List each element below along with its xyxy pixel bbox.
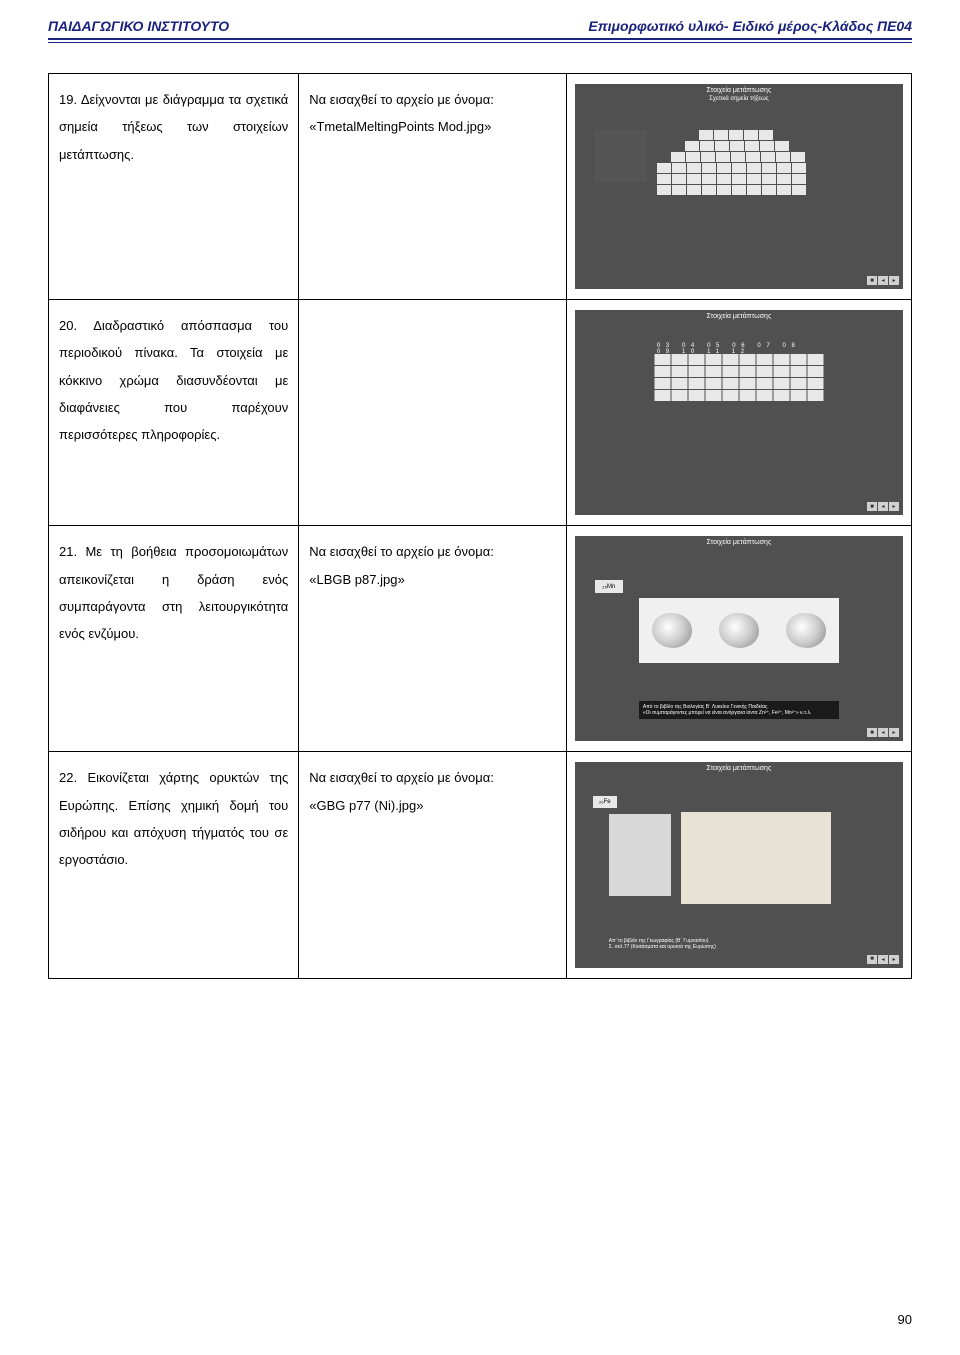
slide-thumbnail: Στοιχεία μετάπτωσης ₂₅Mn Από το βιβλίο τ… xyxy=(575,536,903,741)
nav-stop-icon[interactable]: ■ xyxy=(867,728,877,737)
cell-thumbnail: Στοιχεία μετάπτωσης Σχετικά σημεία τήξεω… xyxy=(566,74,911,300)
thumb-body: 03 04 05 06 07 08 09 10 11 12 xyxy=(575,322,903,515)
table-row: 20. Διαδραστικό απόσπασμα του περιοδικού… xyxy=(49,300,912,526)
europe-minerals-map xyxy=(681,812,831,904)
thumb-body xyxy=(575,102,903,289)
nav-stop-icon[interactable]: ■ xyxy=(867,955,877,964)
periodic-grid xyxy=(654,354,823,401)
page-number: 90 xyxy=(898,1312,912,1327)
slide-thumbnail: Στοιχεία μετάπτωσης Σχετικά σημεία τήξεω… xyxy=(575,84,903,289)
nav-next-icon[interactable]: ▸ xyxy=(889,502,899,511)
cell-instruction xyxy=(299,300,567,526)
table-row: 21. Με τη βοήθεια προσομοιωμάτων απεικον… xyxy=(49,526,912,752)
nav-prev-icon[interactable]: ◂ xyxy=(878,502,888,511)
enzyme-blob xyxy=(719,613,759,648)
melting-grid xyxy=(657,130,832,200)
melting-photo xyxy=(595,130,647,182)
nav-prev-icon[interactable]: ◂ xyxy=(878,276,888,285)
thumb-body: ₂₆Fe Απ' το βιβλίο της Γεωγραφίας (Β´ Γυ… xyxy=(575,774,903,967)
enzyme-blob xyxy=(786,613,826,648)
cell-thumbnail: Στοιχεία μετάπτωσης ₂₆Fe Απ' το βιβλίο τ… xyxy=(566,752,911,978)
thumb-title: Στοιχεία μετάπτωσης xyxy=(575,536,903,548)
iron-crystal-image xyxy=(609,814,671,896)
enzyme-blob xyxy=(652,613,692,648)
cell-instruction: Να εισαχθεί το αρχείο με όνομα: «GBG p77… xyxy=(299,752,567,978)
thumb-nav: ■ ◂ ▸ xyxy=(867,502,899,511)
element-label-mn: ₂₅Mn xyxy=(595,580,623,593)
cell-description: 21. Με τη βοήθεια προσομοιωμάτων απεικον… xyxy=(49,526,299,752)
header-rule-1 xyxy=(48,38,912,40)
header-right: Επιμορφωτικό υλικό- Ειδικό μέρος-Κλάδος … xyxy=(588,18,912,34)
fe-caption: Απ' το βιβλίο της Γεωγραφίας (Β´ Γυμνασί… xyxy=(609,938,716,950)
cell-thumbnail: Στοιχεία μετάπτωσης ₂₅Mn Από το βιβλίο τ… xyxy=(566,526,911,752)
header-left: ΠΑΙΔΑΓΩΓΙΚΟ ΙΝΣΤΙΤΟΥΤΟ xyxy=(48,18,229,34)
header-rule-2 xyxy=(48,42,912,43)
content-table: 19. Δείχνονται με διάγραμμα τα σχετικά σ… xyxy=(48,73,912,979)
table-row: 19. Δείχνονται με διάγραμμα τα σχετικά σ… xyxy=(49,74,912,300)
cell-description: 22. Εικονίζεται χάρτης ορυκτών της Ευρώπ… xyxy=(49,752,299,978)
element-label-fe: ₂₆Fe xyxy=(593,796,617,808)
thumb-nav: ■ ◂ ▸ xyxy=(867,955,899,964)
cell-description: 19. Δείχνονται με διάγραμμα τα σχετικά σ… xyxy=(49,74,299,300)
enzyme-diagram xyxy=(639,598,839,663)
nav-stop-icon[interactable]: ■ xyxy=(867,502,877,511)
thumb-title: Στοιχεία μετάπτωσης xyxy=(575,84,903,96)
slide-thumbnail: Στοιχεία μετάπτωσης 03 04 05 06 07 08 09… xyxy=(575,310,903,515)
nav-next-icon[interactable]: ▸ xyxy=(889,955,899,964)
cell-instruction: Να εισαχθεί το αρχείο με όνομα: «TmetalM… xyxy=(299,74,567,300)
thumb-title: Στοιχεία μετάπτωσης xyxy=(575,762,903,774)
thumb-body: ₂₅Mn Από το βιβλίο της Βιολογίας Β´ Λυκε… xyxy=(575,548,903,741)
nav-next-icon[interactable]: ▸ xyxy=(889,728,899,737)
table-row: 22. Εικονίζεται χάρτης ορυκτών της Ευρώπ… xyxy=(49,752,912,978)
thumb-nav: ■ ◂ ▸ xyxy=(867,276,899,285)
nav-prev-icon[interactable]: ◂ xyxy=(878,728,888,737)
enzyme-caption: Από το βιβλίο της Βιολογίας Β´ Λυκείου Γ… xyxy=(639,701,839,719)
thumb-title: Στοιχεία μετάπτωσης xyxy=(575,310,903,322)
slide-thumbnail: Στοιχεία μετάπτωσης ₂₆Fe Απ' το βιβλίο τ… xyxy=(575,762,903,967)
cell-description: 20. Διαδραστικό απόσπασμα του περιοδικού… xyxy=(49,300,299,526)
nav-stop-icon[interactable]: ■ xyxy=(867,276,877,285)
cell-instruction: Να εισαχθεί το αρχείο με όνομα: «LBGB p8… xyxy=(299,526,567,752)
nav-prev-icon[interactable]: ◂ xyxy=(878,955,888,964)
cell-thumbnail: Στοιχεία μετάπτωσης 03 04 05 06 07 08 09… xyxy=(566,300,911,526)
nav-next-icon[interactable]: ▸ xyxy=(889,276,899,285)
thumb-nav: ■ ◂ ▸ xyxy=(867,728,899,737)
